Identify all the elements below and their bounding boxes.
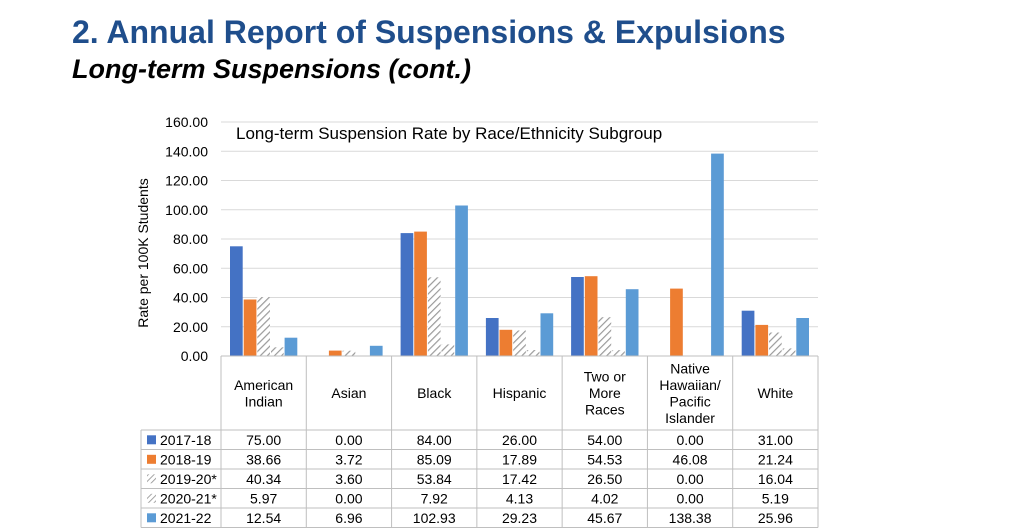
category-label: Two or More Races	[584, 369, 626, 418]
y-tick-label: 0.00	[181, 348, 208, 364]
bar	[796, 318, 809, 356]
bar	[571, 277, 584, 356]
bar	[612, 350, 625, 356]
data-value: 40.34	[246, 471, 281, 487]
data-value: 84.00	[417, 432, 452, 448]
data-value: 25.96	[758, 510, 793, 526]
y-tick-label: 20.00	[173, 319, 208, 335]
data-value: 54.00	[587, 432, 622, 448]
y-tick-label: 140.00	[165, 143, 208, 159]
bar	[526, 350, 540, 356]
data-value: 4.02	[591, 490, 618, 506]
bar	[342, 350, 356, 356]
legend-key	[147, 493, 156, 503]
data-value: 5.19	[762, 490, 789, 506]
data-value: 85.09	[417, 451, 452, 467]
data-value: 0.00	[335, 490, 362, 506]
data-value: 0.00	[676, 471, 703, 487]
y-axis-label: Rate per 100K Students	[135, 178, 151, 327]
bar	[243, 299, 257, 356]
bar	[741, 310, 755, 356]
data-value: 26.00	[502, 432, 537, 448]
bar	[455, 205, 468, 356]
legend-key	[147, 474, 156, 484]
data-value: 45.67	[587, 510, 622, 526]
category-label: Black	[417, 385, 452, 401]
data-value: 102.93	[413, 510, 456, 526]
category-label: American Indian	[234, 377, 293, 410]
bar	[328, 350, 342, 356]
legend-label: 2018-19	[160, 451, 212, 467]
data-value: 5.97	[250, 490, 277, 506]
data-value: 16.04	[758, 471, 793, 487]
legend-label: 2021-22	[160, 510, 212, 526]
data-value: 0.00	[676, 490, 703, 506]
data-value: 3.60	[335, 471, 362, 487]
bar	[670, 288, 683, 356]
y-tick-label: 40.00	[173, 290, 208, 306]
legend-label: 2019-20*	[160, 471, 217, 487]
bar	[400, 233, 414, 356]
data-value: 75.00	[246, 432, 281, 448]
y-tick-label: 100.00	[165, 202, 208, 218]
category-label: Native Hawaiian/Pacific Islander	[659, 360, 721, 426]
legend-label: 2020-21*	[160, 490, 217, 506]
data-value: 0.00	[676, 432, 703, 448]
category-label: Asian	[331, 385, 366, 401]
data-value: 3.72	[335, 451, 362, 467]
category-label: White	[757, 385, 793, 401]
data-value: 26.50	[587, 471, 622, 487]
bar	[769, 332, 782, 356]
bar	[485, 318, 499, 356]
data-value: 4.13	[506, 490, 533, 506]
bar	[540, 313, 554, 356]
bar	[755, 324, 769, 356]
data-value: 38.66	[246, 451, 281, 467]
bar	[513, 330, 526, 356]
data-value: 46.08	[673, 451, 708, 467]
bar	[499, 329, 513, 356]
data-value: 29.23	[502, 510, 537, 526]
bar	[782, 348, 796, 356]
data-value: 17.89	[502, 451, 537, 467]
bar	[284, 337, 298, 356]
y-tick-label: 160.00	[165, 114, 208, 130]
y-tick-label: 60.00	[173, 260, 208, 276]
bar	[427, 277, 441, 356]
bar	[369, 345, 383, 356]
bar	[598, 317, 612, 356]
y-tick-label: 120.00	[165, 173, 208, 189]
data-value: 53.84	[417, 471, 452, 487]
chart-title: Long-term Suspension Rate by Race/Ethnic…	[236, 124, 662, 143]
legend-key	[147, 454, 156, 464]
legend-key	[147, 513, 156, 523]
category-label: Hispanic	[493, 385, 547, 401]
data-value: 0.00	[335, 432, 362, 448]
slide-title: 2. Annual Report of Suspensions & Expuls…	[72, 14, 786, 50]
legend-key	[147, 435, 156, 445]
bar	[414, 231, 427, 356]
data-value: 7.92	[421, 490, 448, 506]
bar	[625, 289, 639, 356]
bar	[441, 344, 455, 356]
y-tick-label: 80.00	[173, 231, 208, 247]
data-value: 12.54	[246, 510, 281, 526]
data-value: 21.24	[758, 451, 793, 467]
bar	[584, 276, 598, 356]
slide-subtitle: Long-term Suspensions (cont.)	[72, 54, 472, 84]
bar	[711, 153, 724, 356]
data-value: 31.00	[758, 432, 793, 448]
bar	[257, 297, 270, 356]
legend-label: 2017-18	[160, 432, 212, 448]
bar	[230, 246, 243, 356]
data-value: 138.38	[669, 510, 712, 526]
data-value: 6.96	[335, 510, 362, 526]
data-value: 17.42	[502, 471, 537, 487]
data-value: 54.53	[587, 451, 622, 467]
bar	[271, 347, 284, 356]
